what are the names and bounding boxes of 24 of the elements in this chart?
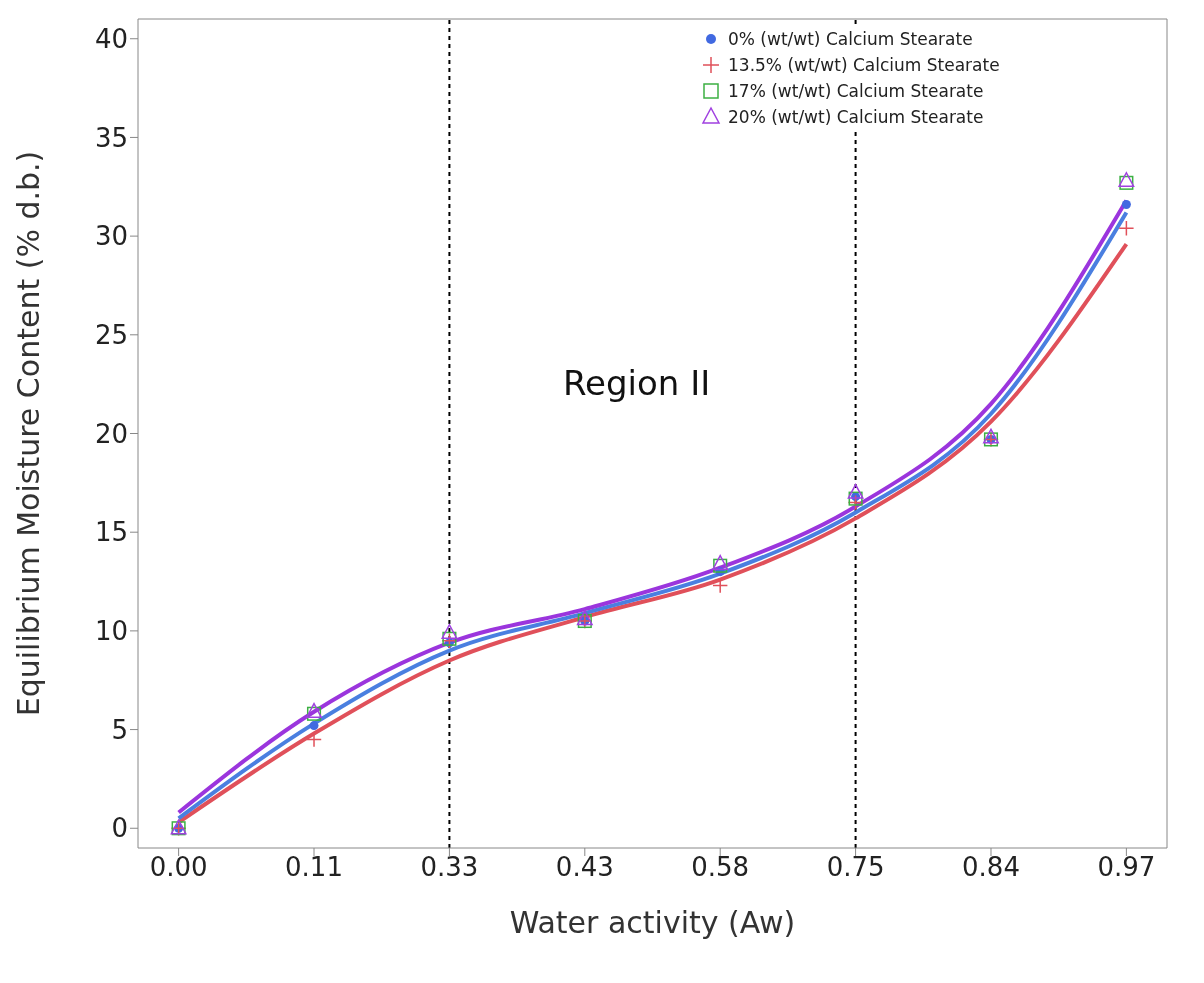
x-tick-label: 0.00 (149, 852, 208, 883)
x-tick-label: 0.11 (285, 852, 343, 883)
x-axis-title: Water activity (Aw) (509, 905, 796, 940)
x-tick-label: 0.33 (420, 852, 479, 883)
y-tick-label: 35 (94, 122, 128, 153)
legend-label: 20% (wt/wt) Calcium Stearate (728, 107, 984, 127)
y-tick-label: 25 (94, 320, 128, 351)
y-tick-label: 15 (94, 517, 128, 548)
x-tick-label: 0.97 (1097, 852, 1156, 883)
y-tick-label: 40 (94, 23, 128, 54)
y-tick-label: 10 (94, 616, 128, 647)
legend-label: 17% (wt/wt) Calcium Stearate (728, 81, 984, 101)
legend-label: 0% (wt/wt) Calcium Stearate (728, 29, 973, 49)
x-tick-label: 0.75 (826, 852, 885, 883)
y-axis-title: Equilibrium Moisture Content (% d.b.) (10, 150, 46, 717)
y-tick-label: 20 (94, 418, 128, 449)
x-tick-label: 0.43 (555, 852, 614, 883)
annotation: Region II (563, 363, 711, 403)
legend-label: 13.5% (wt/wt) Calcium Stearate (728, 55, 1000, 75)
x-tick-label: 0.84 (962, 852, 1020, 883)
y-tick-label: 0 (111, 813, 128, 844)
y-tick-label: 30 (94, 221, 128, 252)
y-tick-label: 5 (111, 714, 128, 745)
x-tick-label: 0.58 (691, 852, 750, 883)
